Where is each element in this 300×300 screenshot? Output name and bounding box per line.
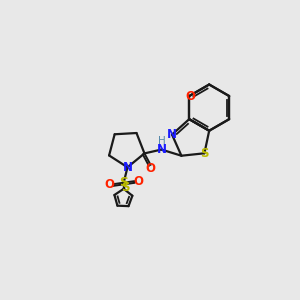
Text: H: H <box>158 136 165 146</box>
Text: S: S <box>200 147 208 160</box>
Text: O: O <box>104 178 114 191</box>
Text: S: S <box>121 181 130 194</box>
Text: N: N <box>167 128 177 141</box>
Text: S: S <box>119 176 128 189</box>
Text: O: O <box>146 162 156 175</box>
Text: O: O <box>133 175 143 188</box>
Text: N: N <box>156 143 167 156</box>
Text: N: N <box>122 161 133 174</box>
Text: O: O <box>185 90 195 103</box>
